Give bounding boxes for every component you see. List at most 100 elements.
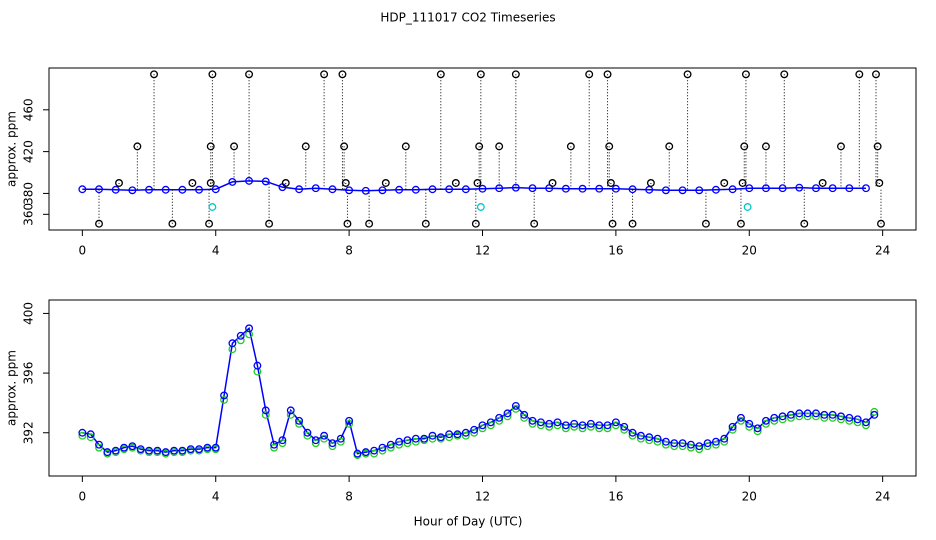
data-point	[570, 422, 579, 431]
data-point	[620, 422, 629, 431]
data-point	[872, 70, 880, 79]
data-point	[703, 439, 712, 448]
data-point	[320, 70, 329, 79]
data-point	[261, 406, 270, 415]
data-point	[403, 439, 412, 448]
data-point	[361, 186, 370, 195]
data-point	[286, 410, 295, 419]
data-point	[195, 445, 204, 454]
data-point	[378, 186, 387, 195]
data-point	[228, 177, 237, 186]
y-tick-label: 396	[22, 362, 36, 385]
data-point	[511, 70, 520, 79]
data-point	[753, 424, 762, 433]
data-point	[818, 179, 827, 187]
data-point	[78, 428, 87, 437]
y-axis-label: approx. ppm	[5, 350, 19, 426]
data-point	[338, 70, 347, 79]
data-point	[411, 185, 420, 194]
data-point	[636, 431, 645, 440]
data-point	[586, 419, 595, 428]
data-point	[787, 410, 795, 419]
data-point	[303, 431, 312, 440]
data-point	[528, 184, 537, 193]
data-point	[236, 336, 245, 345]
data-point	[845, 184, 854, 193]
data-point	[401, 142, 410, 151]
data-point	[585, 70, 594, 79]
data-point	[728, 422, 737, 431]
data-point	[566, 142, 575, 151]
data-point	[170, 446, 178, 455]
data-point	[728, 185, 737, 194]
data-point	[695, 442, 704, 451]
data-point	[561, 424, 570, 433]
data-point	[345, 419, 354, 428]
data-point	[341, 179, 350, 187]
data-point	[370, 449, 379, 458]
data-point	[528, 416, 537, 425]
data-point	[837, 415, 845, 424]
series-line	[82, 326, 875, 455]
data-point	[665, 142, 674, 151]
data-point	[603, 421, 612, 430]
data-point	[320, 431, 329, 440]
data-point	[336, 437, 345, 446]
data-point	[578, 424, 587, 433]
data-point	[211, 185, 220, 194]
data-point	[761, 419, 770, 428]
data-point	[703, 442, 712, 451]
data-point	[645, 433, 654, 442]
data-point	[120, 443, 128, 452]
data-point	[245, 324, 254, 333]
data-point	[411, 434, 420, 443]
data-point	[761, 416, 770, 425]
data-point	[845, 416, 854, 425]
data-point	[837, 142, 845, 151]
data-point	[678, 442, 687, 451]
data-point	[628, 428, 637, 437]
data-point	[603, 70, 612, 79]
data-point	[711, 440, 720, 449]
data-point	[570, 419, 579, 428]
data-point	[720, 437, 729, 446]
data-point	[545, 422, 554, 431]
data-point	[470, 428, 479, 437]
data-point	[320, 434, 329, 443]
data-point	[770, 413, 779, 422]
data-point	[738, 179, 747, 187]
data-point	[270, 440, 279, 449]
data-point	[862, 418, 870, 427]
data-point	[295, 419, 304, 428]
data-point	[605, 142, 614, 151]
data-point	[365, 219, 374, 228]
data-point	[286, 406, 295, 415]
data-point	[95, 443, 103, 452]
data-point	[695, 186, 704, 195]
data-point	[428, 185, 437, 194]
plot-frame	[48, 67, 917, 231]
data-point	[133, 142, 142, 151]
data-point	[136, 445, 145, 454]
data-point	[265, 219, 274, 228]
data-point	[800, 219, 809, 228]
data-point	[736, 219, 745, 228]
data-point	[561, 184, 570, 193]
data-point	[311, 439, 320, 448]
data-point	[787, 413, 795, 422]
data-point	[853, 415, 862, 424]
data-point	[486, 421, 495, 430]
data-point	[153, 446, 162, 455]
data-point	[678, 439, 687, 448]
data-point	[686, 440, 695, 449]
data-point	[628, 185, 637, 194]
data-point	[611, 421, 620, 430]
data-point	[670, 442, 679, 451]
data-point	[195, 185, 204, 194]
data-point	[178, 446, 187, 455]
data-point	[720, 434, 729, 443]
data-point	[530, 219, 539, 228]
data-point	[230, 142, 239, 151]
data-point	[395, 437, 404, 446]
data-point	[745, 184, 754, 193]
